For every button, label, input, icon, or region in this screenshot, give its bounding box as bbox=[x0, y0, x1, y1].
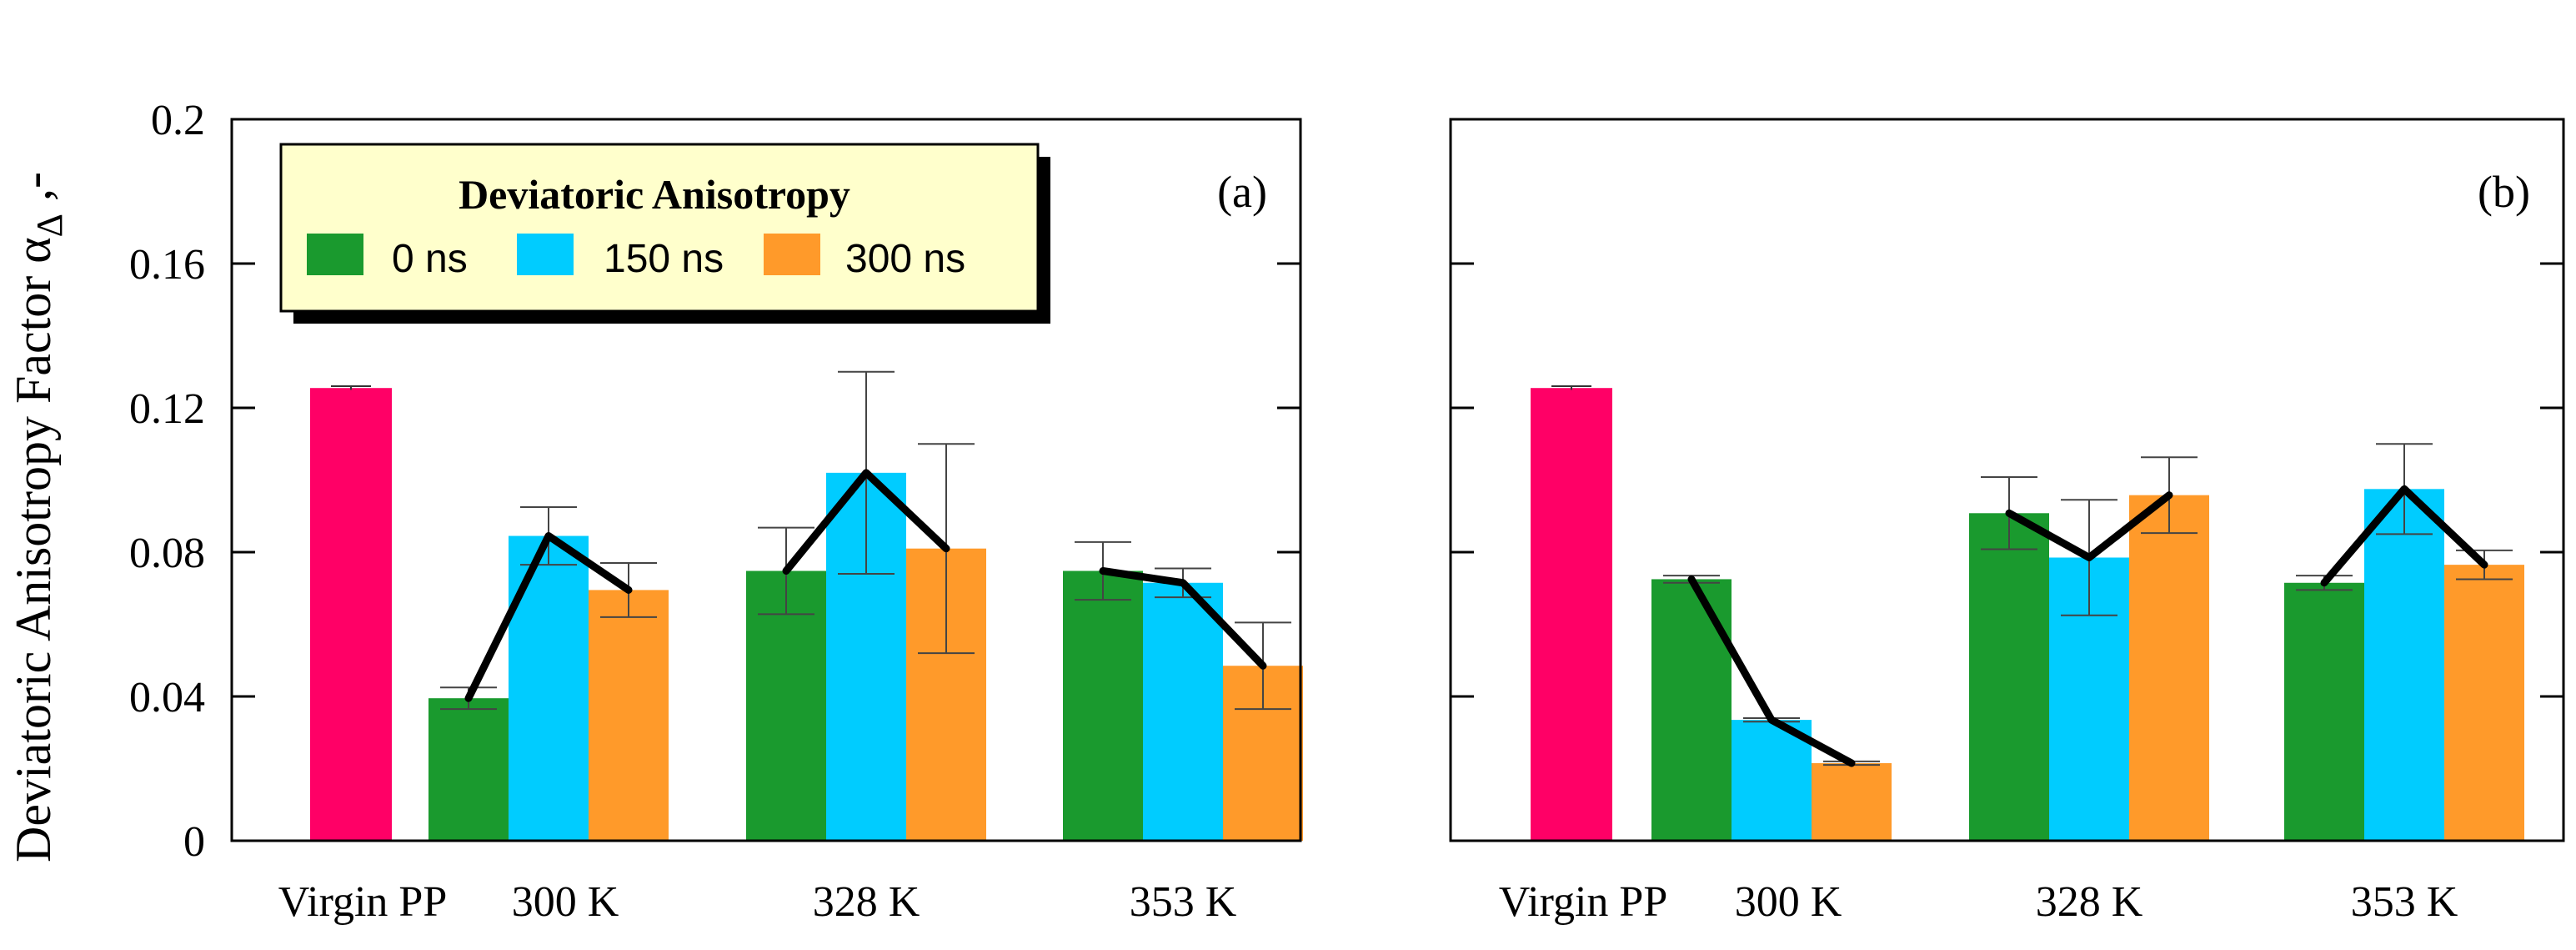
panel-a-bar-300K-0ns bbox=[428, 698, 509, 841]
panel-b-bar-300K-300ns bbox=[1812, 763, 1892, 841]
panel-b-trend-line-300K bbox=[1687, 575, 1856, 767]
x-tick-label: 328 K bbox=[813, 878, 920, 926]
panel-b-bar-300K-150ns bbox=[1732, 720, 1812, 841]
panel-a-trend-line-353K bbox=[1099, 566, 1267, 670]
panel-a-bar-353K-0ns bbox=[1063, 571, 1143, 841]
x-tick-label-virgin: Virgin PP bbox=[278, 878, 448, 926]
y-tick-label: 0.04 bbox=[129, 674, 205, 721]
y-axis-label-suffix: ,- bbox=[6, 172, 61, 214]
panel-a-bar-300K-300ns bbox=[589, 590, 669, 841]
panel-b-trend-line-353K bbox=[2320, 485, 2488, 587]
y-axis-label: Deviatoric Anisotropy Factor αΔ ,- bbox=[6, 172, 70, 862]
x-tick-label: 300 K bbox=[512, 878, 619, 926]
y-tick-label: 0 bbox=[183, 818, 205, 866]
x-tick-label: 353 K bbox=[2351, 878, 2458, 926]
legend-label-150ns: 150 ns bbox=[604, 237, 724, 281]
legend: Deviatoric Anisotropy 0 ns 150 ns 300 ns bbox=[279, 143, 1050, 324]
panel-b-bar-328K-0ns bbox=[1969, 513, 2049, 841]
panel-b-trend-line-328K bbox=[2005, 491, 2173, 561]
panel-a-bar-300K-150ns bbox=[509, 535, 589, 841]
x-tick-label: 300 K bbox=[1735, 878, 1842, 926]
legend-title: Deviatoric Anisotropy bbox=[459, 171, 850, 218]
panel-a-frame bbox=[230, 118, 1302, 842]
panel-b-bar-353K-0ns bbox=[2284, 582, 2364, 841]
panel-a-bar-328K-0ns bbox=[746, 571, 826, 841]
panel-a: 0 0.04 0.08 0.12 0.16 0.2 Virgin PP 300 K 328 K 3… bbox=[129, 97, 1303, 926]
legend-swatch-300ns bbox=[764, 234, 820, 275]
panel-b-frame bbox=[1449, 118, 2565, 842]
y-tick-label: 0.2 bbox=[151, 97, 205, 144]
panel-b: Virgin PP 300 K 328 K 353 K (b) bbox=[1449, 118, 2565, 926]
legend-swatch-0ns bbox=[307, 234, 363, 275]
legend-swatch-150ns bbox=[517, 234, 574, 275]
legend-box bbox=[279, 143, 1040, 313]
panel-a-bar-353K-150ns bbox=[1143, 582, 1223, 841]
legend-label-300ns: 300 ns bbox=[845, 237, 965, 281]
y-tick-label: 0.12 bbox=[129, 385, 205, 433]
panel-b-bar-353K-300ns bbox=[2444, 565, 2524, 841]
y-tick-label: 0.08 bbox=[129, 530, 205, 577]
y-axis-label-subscript: Δ bbox=[29, 214, 70, 237]
y-axis-label-text: Deviatoric Anisotropy Factor α bbox=[6, 237, 61, 862]
panel-b-bar-328K-300ns bbox=[2129, 495, 2209, 841]
x-tick-label: 328 K bbox=[2036, 878, 2143, 926]
panel-b-label: (b) bbox=[2478, 167, 2530, 217]
panel-a-trend-line-300K bbox=[464, 532, 633, 702]
panel-a-trend-line-328K bbox=[782, 469, 950, 575]
legend-label-0ns: 0 ns bbox=[392, 237, 468, 281]
panel-a-bar-virgin-pp bbox=[310, 388, 392, 841]
panel-a-label: (a) bbox=[1217, 167, 1267, 217]
x-tick-label: 353 K bbox=[1130, 878, 1237, 926]
y-tick-label: 0.16 bbox=[129, 241, 205, 289]
panel-b-bar-300K-0ns bbox=[1651, 579, 1732, 841]
panel-b-bar-353K-150ns bbox=[2364, 489, 2444, 841]
x-tick-label-virgin: Virgin PP bbox=[1499, 878, 1668, 926]
panel-b-bar-virgin-pp bbox=[1531, 388, 1612, 841]
